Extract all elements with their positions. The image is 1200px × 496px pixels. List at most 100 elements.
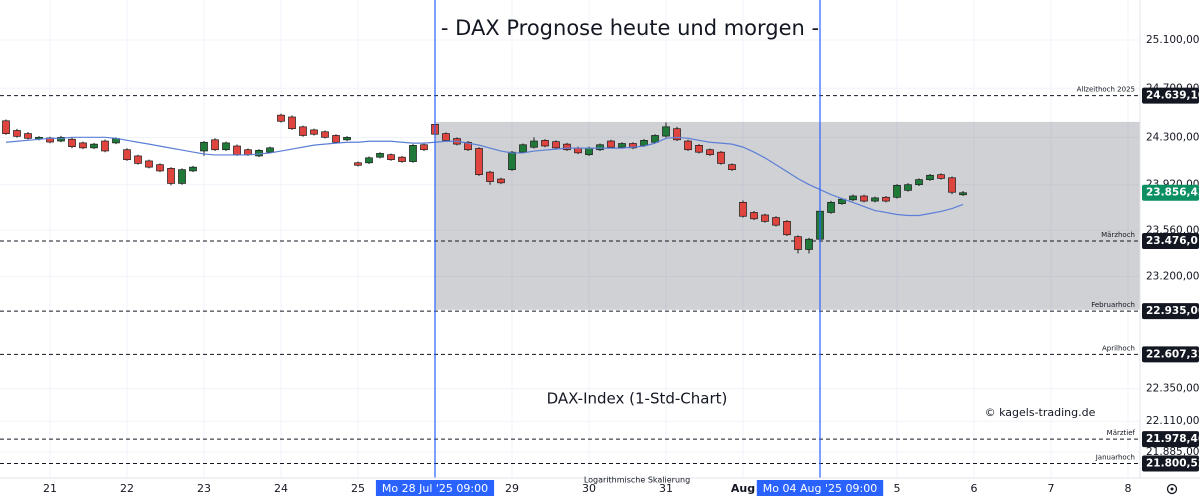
- axis-layer: 25.100,0024.700,0024.300,0023.920,0023.5…: [43, 34, 1200, 496]
- level-value-label: 23.476,01: [1146, 235, 1200, 247]
- chart-title: - DAX Prognose heute und morgen -: [441, 16, 819, 40]
- candle-body: [420, 144, 428, 151]
- candle-body: [211, 139, 219, 151]
- candle-body: [651, 135, 659, 143]
- candle-body: [541, 140, 549, 147]
- candle-body: [750, 212, 758, 220]
- y-tick-label: 25.100,00: [1146, 34, 1199, 46]
- candle-body: [530, 140, 538, 148]
- level-name: Januarhoch: [1095, 454, 1135, 462]
- candle-body: [662, 126, 670, 137]
- y-tick-label: 22.110,00: [1146, 415, 1199, 427]
- candle-body: [871, 197, 879, 202]
- candle-body: [464, 141, 472, 151]
- x-tick-label: Mo 04 Aug '25 09:00: [763, 482, 877, 495]
- candle-body: [79, 142, 87, 149]
- x-tick-label: 25: [351, 482, 365, 495]
- x-tick-label: 23: [197, 482, 211, 495]
- candle-body: [948, 177, 956, 193]
- candle-body: [926, 174, 934, 181]
- y-tick-label: 24.300,00: [1146, 131, 1199, 143]
- candle-body: [728, 164, 736, 171]
- candle-body: [332, 135, 340, 143]
- x-tick-label: 30: [582, 482, 596, 495]
- credit: © kagels-trading.de: [985, 406, 1096, 419]
- level-value-label: 21.978,46: [1146, 433, 1200, 445]
- vertical-lines: [434, 0, 821, 478]
- candle-body: [849, 195, 857, 201]
- candle-body: [805, 238, 813, 250]
- candle-body: [893, 184, 901, 198]
- level-name: Allzeithoch 2025: [1077, 86, 1135, 94]
- last-price-badge: [1142, 184, 1199, 201]
- candle-body: [321, 131, 329, 138]
- level-value-label: 22.607,32: [1146, 348, 1200, 360]
- candle-body: [233, 145, 241, 156]
- candle-body: [772, 217, 780, 226]
- candle-body: [178, 169, 186, 184]
- level-badge: [1142, 87, 1199, 104]
- candle-body: [222, 142, 230, 151]
- candle-body: [959, 192, 967, 196]
- candle-body: [827, 201, 835, 213]
- candle-body: [607, 140, 615, 148]
- level-badge: [1142, 455, 1199, 472]
- candle-body: [761, 214, 769, 222]
- x-tick-label: 8: [1125, 482, 1132, 495]
- candle-body: [13, 130, 21, 137]
- candle-body: [717, 151, 725, 164]
- x-tick-label: 24: [274, 482, 288, 495]
- candle-body: [387, 154, 395, 161]
- x-highlight-label-box: [756, 480, 884, 496]
- candle-body: [739, 201, 747, 217]
- candle-body: [398, 156, 406, 162]
- subtitle: DAX-Index (1-Std-Chart): [547, 390, 728, 408]
- candle-body: [266, 147, 274, 153]
- candle-body: [200, 141, 208, 152]
- level-name: Februarhoch: [1091, 301, 1135, 309]
- x-highlight-label-box: [375, 480, 495, 496]
- candle-body: [156, 164, 164, 172]
- x-tick-label: Mo 28 Jul '25 09:00: [382, 482, 488, 495]
- candle-body: [915, 179, 923, 186]
- candle-body: [706, 149, 714, 156]
- candle-body: [244, 149, 252, 156]
- moving-average-line: [5, 136, 964, 217]
- candle-body: [288, 116, 296, 130]
- settings-icon[interactable]: [1166, 483, 1178, 495]
- y-tick-label: 21.885,00: [1146, 446, 1199, 458]
- candle-body: [882, 196, 890, 202]
- candle-body: [585, 147, 593, 156]
- candle-body: [618, 143, 626, 148]
- candle-body: [354, 162, 362, 166]
- candle-body: [860, 195, 868, 202]
- candle-body: [310, 129, 318, 135]
- level-badge: [1142, 303, 1199, 320]
- level-value-label: 21.800,52: [1146, 458, 1200, 470]
- candle-body: [629, 143, 637, 149]
- level-badge: [1142, 346, 1199, 363]
- candle-body: [497, 178, 505, 184]
- candle-body: [519, 144, 527, 153]
- shaded-range: [435, 121, 1140, 310]
- level-badge: [1142, 431, 1199, 448]
- level-name: Märzhoch: [1101, 231, 1135, 239]
- x-tick-label: 6: [971, 482, 978, 495]
- levels-layer: Allzeithoch 2025 Märzhoch Februarhoch April…: [0, 86, 1140, 465]
- level-badge: [1142, 233, 1199, 250]
- candle-body: [684, 140, 692, 151]
- y-tick-label: 23.200,00: [1146, 271, 1199, 283]
- candle-body: [937, 174, 945, 179]
- scale-note: Logarithmische Skalierung: [584, 476, 690, 485]
- candle-body: [24, 133, 32, 139]
- candle-body: [552, 141, 560, 149]
- candle-body: [783, 221, 791, 236]
- level-value-label: 22.935,06: [1146, 305, 1200, 317]
- candle-body: [2, 120, 10, 134]
- candle-body: [640, 140, 648, 146]
- last-price-label: 23.856,43: [1146, 187, 1200, 199]
- shade-layer: [435, 121, 1140, 310]
- candle-body: [904, 184, 912, 191]
